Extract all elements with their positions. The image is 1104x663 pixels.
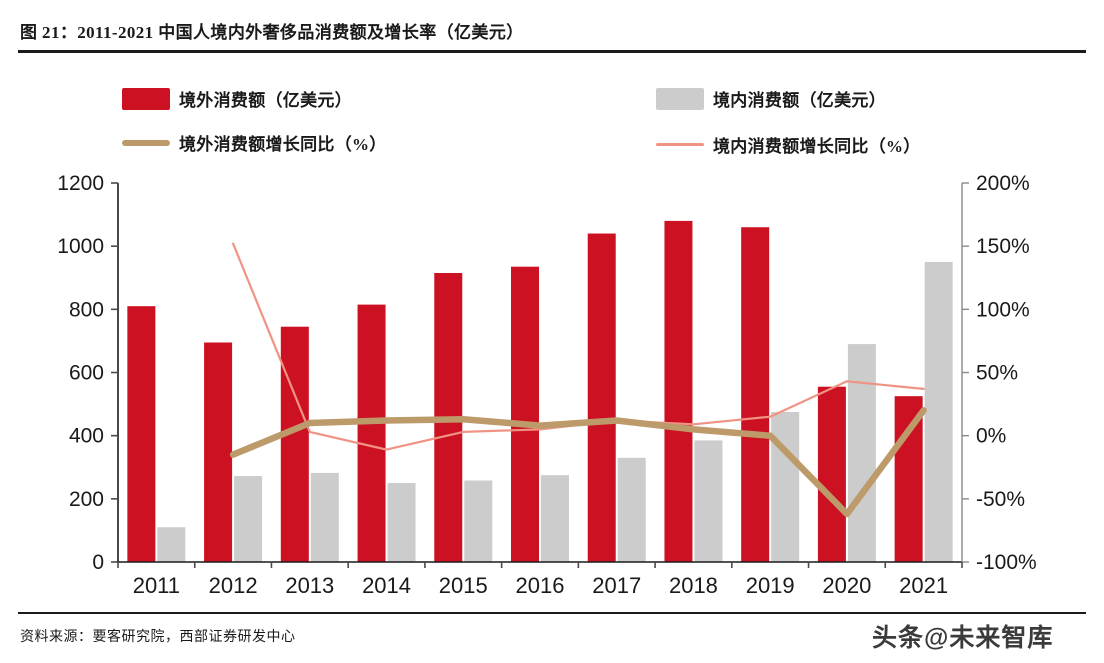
bar-overseas [741, 227, 770, 562]
source-note: 资料来源：要客研究院，西部证券研发中心 [20, 630, 296, 645]
x-tick-label: 2020 [822, 573, 871, 598]
bar-overseas [587, 233, 616, 563]
bar-overseas [511, 266, 539, 562]
x-tick-label: 2017 [592, 573, 641, 598]
legend-label-overseas-yoy: 境外消费额增长同比（%） [179, 135, 387, 154]
bar-overseas [664, 220, 693, 562]
y2-tick-label: 100% [976, 298, 1030, 321]
bar-domestic [541, 475, 569, 562]
bar-domestic [771, 411, 800, 562]
bar-overseas [280, 326, 309, 562]
line-series-overseas-yoy [229, 407, 927, 518]
x-tick-label: 2021 [899, 573, 948, 598]
y2-axis-labels: -100% -50% 0% 50% 100% 150% 200% [976, 172, 1037, 574]
y2-tick-label: -50% [976, 488, 1025, 511]
bar-domestic [464, 480, 493, 562]
watermark: 头条@未来智库 [872, 624, 1054, 652]
y-tick-label: 1000 [57, 235, 104, 258]
bar-domestic [617, 457, 646, 562]
bar-domestic [387, 483, 416, 562]
x-tick-label: 2018 [669, 573, 718, 598]
y-tick-label: 200 [69, 488, 104, 511]
x-axis-labels: 2011 2012 2013 2014 2015 2016 2017 2018 2019 2020… [133, 573, 948, 598]
legend-swatch-domestic-bar [656, 87, 704, 110]
y2-tick-label: 200% [976, 172, 1030, 195]
footer-divider [18, 612, 1086, 614]
bar-domestic [694, 440, 723, 562]
chart-legend: 境外消费额（亿美元） 境内消费额（亿美元） 境外消费额增长同比（%） 境内消费额… [0, 78, 1104, 160]
legend-item-overseas-bar: 境外消费额（亿美元） [122, 86, 352, 111]
legend-swatch-overseas-yoy [122, 139, 170, 146]
y-tick-label: 600 [69, 362, 104, 385]
x-tick-label: 2016 [516, 573, 565, 598]
x-tick-label: 2019 [746, 573, 795, 598]
y2-tick-label: -100% [976, 551, 1037, 574]
bar-domestic [924, 261, 953, 562]
y-axis-labels: 0 200 400 600 800 1000 1200 [57, 172, 104, 574]
x-tick-label: 2011 [133, 573, 180, 598]
legend-item-domestic-bar: 境内消费额（亿美元） [656, 86, 886, 111]
legend-label-domestic-yoy: 境内消费额增长同比（%） [713, 137, 921, 156]
y2-tick-label: 50% [976, 362, 1018, 385]
header-divider [18, 50, 1086, 53]
y2-tick-label: 150% [976, 235, 1030, 258]
bar-domestic [310, 472, 339, 562]
bar-domestic [234, 476, 263, 562]
y-tick-label: 1200 [57, 172, 104, 195]
y2-tick-label: 0% [976, 425, 1006, 448]
legend-item-overseas-yoy: 境外消费额增长同比（%） [122, 130, 387, 155]
y-tick-label: 400 [69, 425, 104, 448]
legend-swatch-overseas-bar [122, 87, 170, 110]
x-tick-label: 2014 [362, 573, 411, 598]
yoy-line [229, 407, 927, 518]
x-tick-label: 2013 [285, 573, 334, 598]
x-tick-label: 2012 [209, 573, 258, 598]
legend-label-domestic-bar: 境内消费额（亿美元） [713, 91, 886, 110]
x-tick-label: 2015 [439, 573, 488, 598]
legend-label-overseas-bar: 境外消费额（亿美元） [179, 91, 352, 110]
y-tick-label: 800 [69, 298, 104, 321]
bar-series-overseas [127, 220, 923, 563]
bar-overseas [817, 386, 846, 562]
chart-axes [111, 182, 969, 568]
bar-overseas [127, 306, 156, 562]
bar-overseas [894, 396, 923, 562]
y-tick-label: 0 [92, 551, 104, 574]
bar-overseas [204, 342, 233, 562]
legend-swatch-domestic-yoy [656, 143, 704, 146]
bar-series-domestic [157, 261, 953, 562]
legend-item-domestic-yoy: 境内消费额增长同比（%） [656, 132, 921, 157]
bar-domestic [157, 527, 186, 562]
page-title: 图 21：2011-2021 中国人境内外奢侈品消费额及增长率（亿美元） [20, 23, 524, 42]
bar-domestic [847, 344, 876, 562]
bar-overseas [357, 304, 386, 562]
